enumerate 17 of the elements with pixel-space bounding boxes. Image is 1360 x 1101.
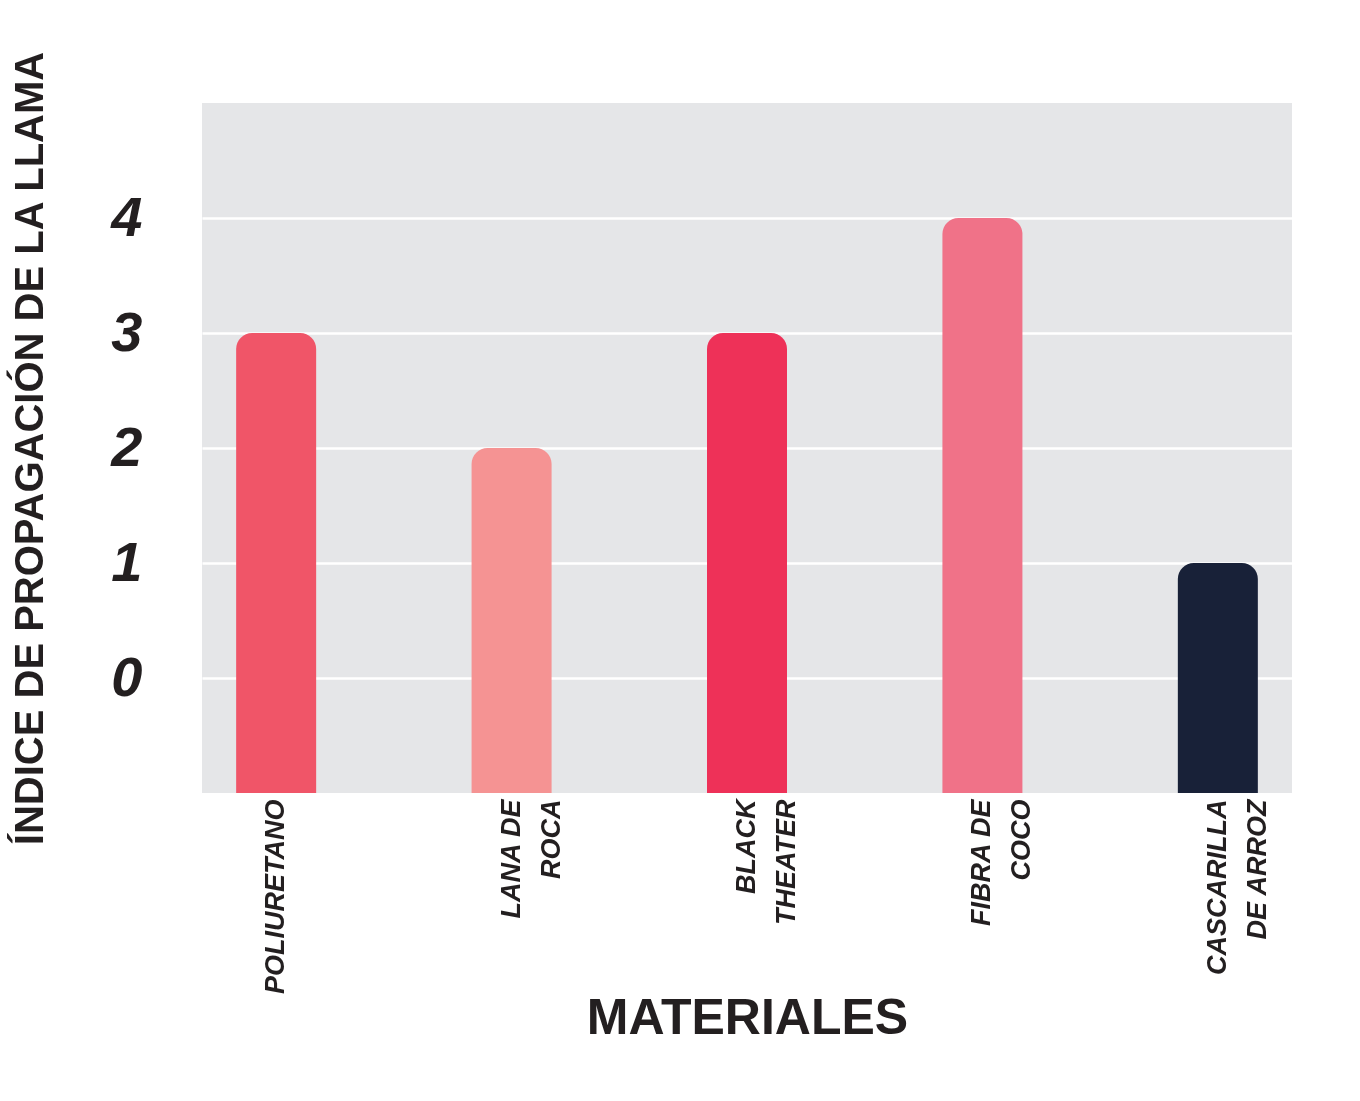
y-tick-label: 4 <box>110 184 143 248</box>
x-tick-label: BLACK THEATER <box>731 797 801 925</box>
bar <box>236 333 317 793</box>
y-tick-label: 2 <box>110 414 143 478</box>
x-tick-label: FIBRA DE COCO <box>966 798 1037 926</box>
bar <box>471 448 552 793</box>
bar <box>942 218 1023 793</box>
y-axis-title: ÍNDICE DE PROPAGACIÓN DE LA LLAMA <box>6 51 52 846</box>
y-tick-label: 0 <box>111 644 143 708</box>
bar <box>1177 563 1258 793</box>
x-tick-label: CASCARILLA DE ARROZ <box>1201 798 1272 975</box>
bar <box>707 333 787 793</box>
x-tick-label: POLIURETANO <box>260 799 291 994</box>
y-tick-label: 1 <box>111 529 143 593</box>
y-tick-label: 3 <box>111 299 143 363</box>
x-axis-title: MATERIALES <box>586 988 909 1045</box>
x-tick-label: LANA DE ROCA <box>495 798 566 919</box>
